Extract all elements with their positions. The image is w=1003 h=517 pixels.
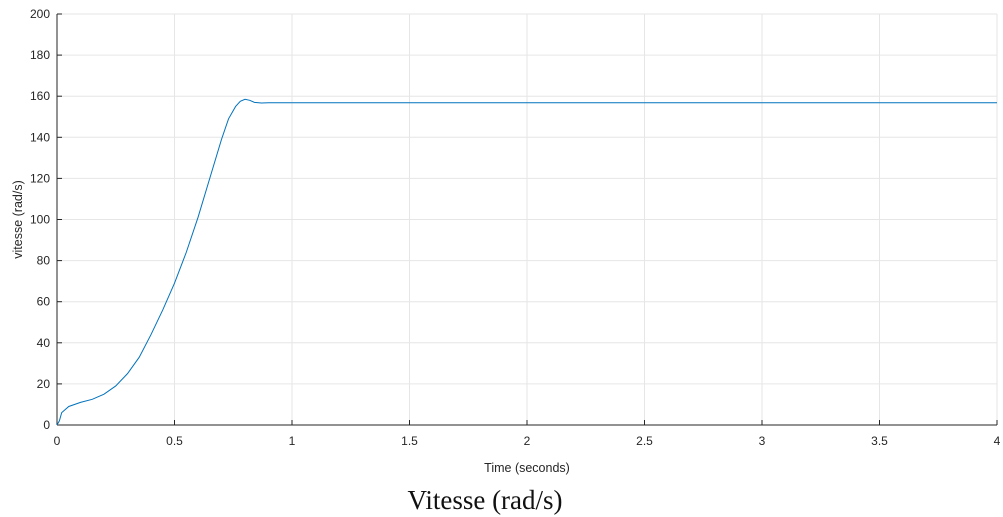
x-tick-label: 4 — [994, 434, 1001, 448]
x-tick-label: 2.5 — [636, 434, 653, 448]
y-tick-label: 80 — [37, 254, 51, 268]
y-tick-label: 120 — [30, 171, 50, 185]
speed-series-line — [56, 98, 997, 426]
y-tick-label: 40 — [37, 336, 51, 350]
axes — [56, 13, 998, 426]
series-layer — [56, 98, 997, 426]
x-tick-label: 0.5 — [166, 434, 183, 448]
y-tick-label: 200 — [30, 7, 50, 21]
x-tick-label: 0 — [54, 434, 61, 448]
x-axis-label: Time (seconds) — [484, 461, 570, 475]
speed-chart: 0 0.5 1 1.5 2 2.5 3 3.5 402040608010012014016018… — [11, 7, 1001, 475]
y-tick-label: 140 — [30, 130, 50, 144]
y-tick-label: 20 — [37, 377, 51, 391]
x-tick-label: 1.5 — [401, 434, 418, 448]
y-tick-label: 100 — [30, 213, 50, 227]
y-tick-label: 160 — [30, 89, 50, 103]
y-tick-label: 0 — [43, 418, 50, 432]
x-tick-label: 1 — [289, 434, 296, 448]
y-axis-label: vitesse (rad/s) — [11, 180, 25, 259]
x-tick-label: 3 — [759, 434, 766, 448]
y-tick-label: 60 — [37, 295, 51, 309]
x-tick-label: 2 — [524, 434, 531, 448]
figure-caption: Vitesse (rad/s) — [407, 485, 563, 515]
tick-labels: 0 0.5 1 1.5 2 2.5 3 3.5 402040608010012014016018… — [30, 7, 1001, 448]
x-tick-label: 3.5 — [871, 434, 888, 448]
y-tick-label: 180 — [30, 48, 50, 62]
